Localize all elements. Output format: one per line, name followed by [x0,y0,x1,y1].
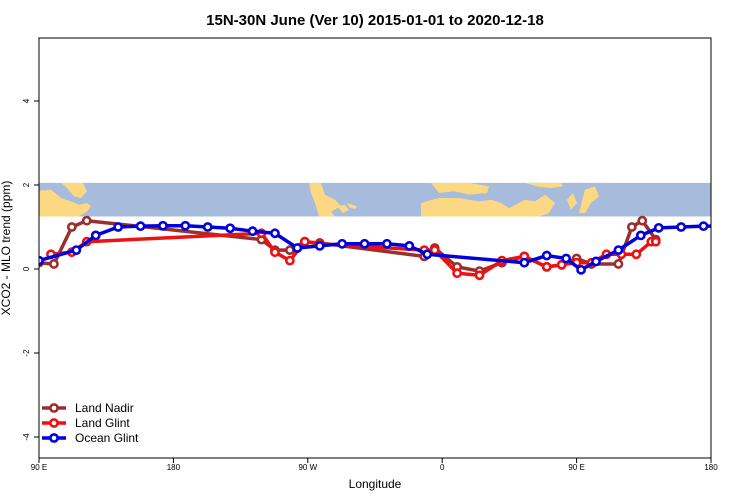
landmass-6 [421,198,513,217]
data-point [202,222,213,232]
data-point [635,230,646,241]
landmass-7 [431,182,489,195]
data-point [591,256,601,267]
y-tick-label: 0 [22,266,31,271]
data-point [382,238,392,249]
data-point [292,243,303,253]
data-point [71,245,82,255]
y-tick-label: 2 [22,182,31,187]
series-layer [39,215,729,281]
data-point [637,215,648,226]
data-point [284,255,295,266]
legend-marker [49,418,59,428]
plot-frame [38,37,712,459]
data-point [613,259,624,269]
data-point [359,238,370,249]
y-axis-title: XCO2 - MLO trend (ppm) [0,181,13,316]
landmass-2 [61,182,87,199]
data-point [314,240,325,251]
series-2 [39,220,729,275]
x-tick-label: 90 E [31,463,47,472]
x-tick-label: 90 W [298,463,317,472]
data-point [66,222,77,232]
data-point [422,249,433,260]
data-point [299,236,310,247]
legend-label: Ocean Glint [75,431,139,445]
x-tick-label: 180 [167,463,181,472]
data-point [474,270,485,281]
data-point [135,221,146,232]
landmass-4 [337,204,349,214]
data-point [722,223,729,230]
legend-item-1: Land Glint [42,416,130,430]
chart-title: 15N-30N June (Ver 10) 2015-01-01 to 2020… [206,12,544,29]
legend-marker [49,403,59,413]
data-point [556,259,567,270]
data-point [113,222,124,232]
data-point [49,259,59,269]
x-axis-title: Longitude [349,477,402,491]
y-axis: -4 -2 0 2 4 [22,98,39,441]
data-point [519,257,530,268]
y-tick-label: -2 [22,349,31,357]
data-point [561,253,572,264]
x-tick-label: 180 [704,463,718,472]
data-point [650,236,661,247]
data-point [698,221,709,232]
y-tick-label: -4 [22,433,31,441]
data-point [337,238,348,249]
data-point [631,249,642,260]
x-tick-label: 90 E [568,463,584,472]
legend-label: Land Glint [75,416,130,430]
legend-item-0: Land Nadir [42,401,134,415]
y-tick-label: 4 [22,98,31,103]
data-point [90,230,101,241]
landmass-11 [579,186,599,214]
data-point [626,222,637,232]
landmass-8 [509,194,555,217]
data-point [81,215,92,226]
data-point [541,261,552,272]
data-point [541,250,552,261]
data-point [284,245,295,255]
data-point [613,245,624,255]
x-tick-label: 0 [440,463,445,472]
data-point [653,222,664,233]
data-point [225,223,236,234]
data-point [270,247,280,258]
landmass-1 [39,189,44,200]
world-map-band [39,182,711,217]
landmass-9 [525,182,563,188]
data-point [180,220,191,231]
data-point [576,264,586,275]
data-point [247,226,258,237]
landmass-5 [347,203,357,210]
landmass-10 [567,192,577,210]
ocean-area [39,182,711,217]
data-point [676,222,687,232]
data-point [270,228,280,239]
legend-item-2: Ocean Glint [42,431,139,445]
data-point [429,245,440,255]
data-point [404,240,415,251]
landmass-3 [309,182,341,217]
data-point [452,268,463,279]
legend-label: Land Nadir [75,401,134,415]
data-point [158,220,168,231]
landmass-0 [39,189,91,217]
legend-marker [49,433,59,443]
x-axis: 90 E 180 90 W 0 90 E 180 [31,458,718,472]
